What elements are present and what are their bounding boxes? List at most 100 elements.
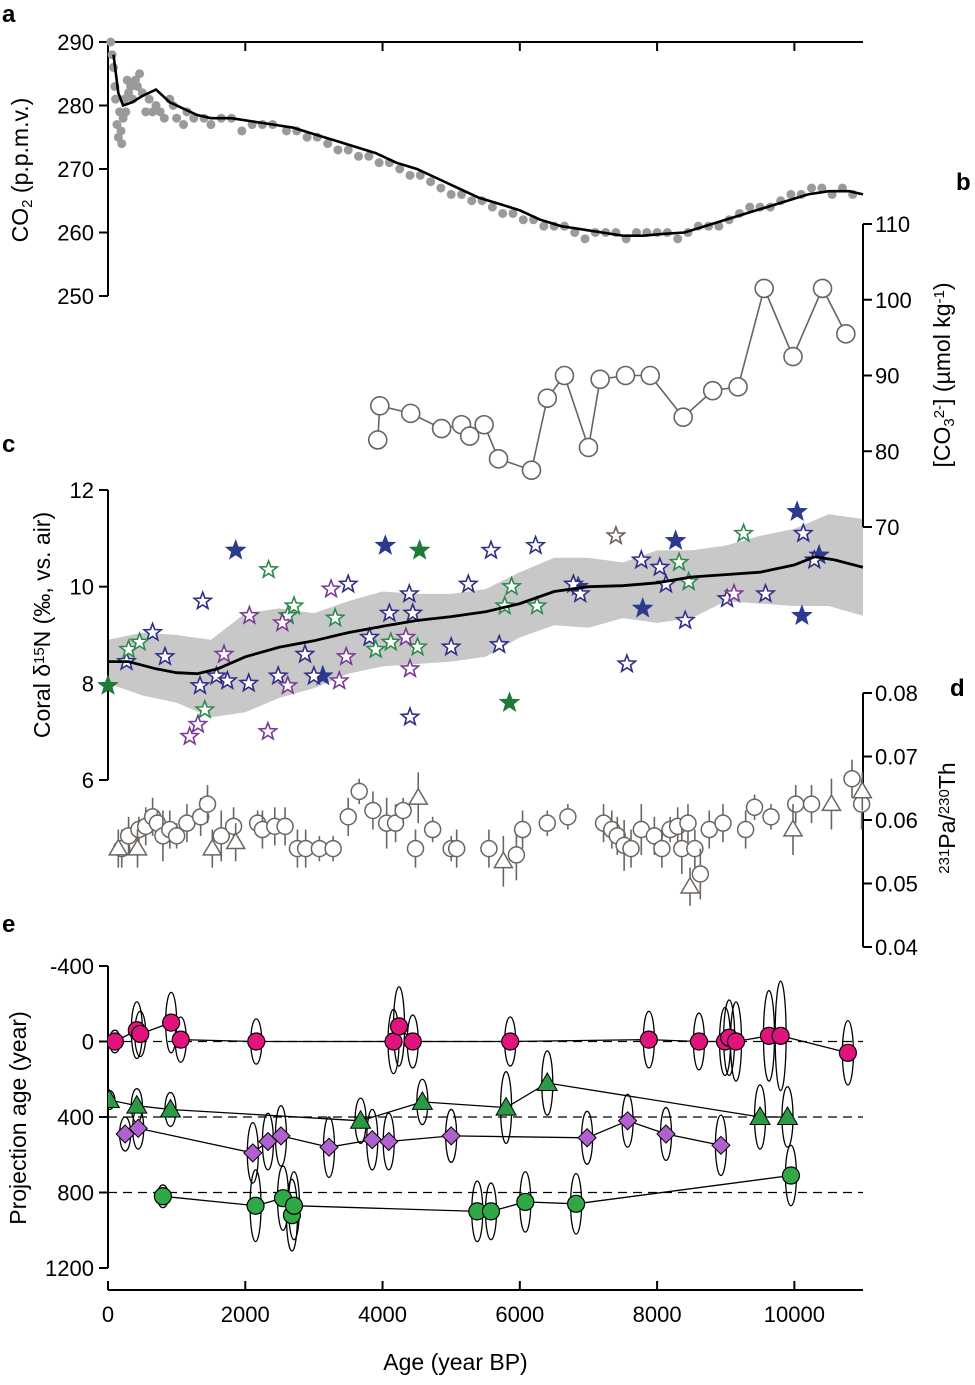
panel-c-star-point (480, 539, 502, 560)
panel-c-star-point (378, 602, 401, 623)
panel-d-y-tick-label: 0.07 (875, 745, 918, 770)
panel-c-uncertainty-band (108, 514, 863, 718)
panel-a-co2-point (107, 50, 117, 60)
panel-d-circle-point (276, 817, 294, 836)
panel-c-star-point (303, 664, 325, 686)
panel-d-y-tick-label: 0.05 (875, 872, 918, 897)
panel-a-co2-point (151, 101, 161, 110)
panel-d-circle-point (212, 827, 230, 845)
panel-d-circle-point (802, 795, 821, 813)
panel-b-co3-point (400, 403, 421, 424)
panel-c-star-point (192, 589, 214, 611)
panel-c-star-point (283, 594, 305, 616)
panel-a-co2-spline (112, 54, 864, 237)
panel-c-star-point (398, 582, 421, 604)
panel-a-co2-point (323, 139, 333, 149)
panel-a-co2-point (395, 164, 405, 174)
panel-c-star-point (97, 674, 119, 695)
panel-b-co3-point (812, 278, 833, 299)
panel-e-circle-point (838, 1043, 858, 1062)
panel-c-star-point (630, 548, 653, 570)
panel-a-y-tick-label: 280 (57, 94, 94, 119)
panel-d-circle-point (224, 817, 243, 836)
panel-c-y-tick-label: 12 (70, 478, 94, 503)
panel-e-circle-point (481, 1202, 501, 1221)
panel-e-y-tick-label: 0 (82, 1030, 94, 1055)
panel-a-co2-point (172, 113, 182, 123)
panel-e-y-title-part: Projection age (year) (5, 1011, 31, 1225)
panel-d-triangle-point (225, 831, 246, 850)
panel-c-star-point (399, 657, 421, 678)
panel-b-co3-point (369, 395, 390, 416)
panel-d-circle-point (198, 795, 217, 813)
panel-d-circle-point (350, 782, 368, 801)
marks-layer (97, 37, 873, 1252)
panel-b-y-title-part: ] (µmol kg (929, 304, 955, 405)
panel-d-triangle-point (127, 838, 148, 856)
panel-c-star-point (271, 611, 294, 633)
panel-d-y-title-part: Pa/ (934, 814, 960, 849)
panel-letter-b: b (956, 169, 971, 196)
panel-a-co2-point (116, 126, 126, 136)
panel-a-y-title-part: CO (7, 208, 33, 243)
panel-a-co2-point (155, 107, 165, 117)
panel-c-star-point (178, 725, 201, 746)
panel-e-circle-point (284, 1196, 304, 1215)
panel-e-diamond-point (656, 1124, 676, 1144)
panel-c-star-point (213, 642, 235, 664)
panel-a-co2-point (121, 107, 131, 117)
panel-e-diamond-point (243, 1143, 263, 1163)
panel-e-circle-point (246, 1196, 265, 1215)
panel-d-circle-point (364, 801, 382, 820)
panel-b-co3-point (728, 377, 748, 397)
panel-b-y-tick-label: 80 (875, 439, 899, 464)
panel-c-star-point (440, 635, 462, 657)
panel-a-co2-point (745, 202, 755, 212)
panel-a-co2-point (446, 189, 456, 199)
panel-e-triangle-point (776, 1105, 799, 1125)
panel-e-triangle-point (411, 1090, 434, 1110)
panel-c-star-point (277, 674, 299, 695)
panel-a-co2-point (374, 158, 384, 168)
panel-c-star-point (488, 633, 510, 654)
panel-e-circle-point (403, 1032, 422, 1051)
panel-c-star-point (328, 669, 351, 691)
panel-a-co2-point (111, 94, 121, 104)
panel-d-circle-point (679, 814, 697, 832)
panel-e-diamond-point (441, 1126, 461, 1146)
panel-b-co3-point (578, 437, 599, 458)
panel-d-circle-point (507, 846, 526, 864)
panel-a-y-tick-label: 250 (57, 284, 94, 309)
panel-a-y-tick-label: 290 (57, 30, 94, 55)
panel-a-co2-point (206, 120, 216, 130)
panel-e-triangle-point (125, 1094, 148, 1114)
panel-c-star-point (257, 720, 279, 741)
panel-c-star-point (631, 596, 654, 618)
panel-a-co2-point (343, 145, 353, 155)
panel-a-co2-point (580, 234, 590, 244)
panel-a-y-title-part: 2 (19, 199, 36, 207)
panel-c-star-point (380, 631, 402, 652)
labels-layer: 250 260 270 280 290 70 80 90 100 110 6 8 10 12 0.04 0.0… (5, 30, 960, 1375)
panel-e-circle-point (153, 1187, 173, 1206)
panel-c-star-point (723, 582, 745, 604)
panel-c-star-point (792, 522, 814, 543)
panel-c-star-point (364, 638, 387, 659)
panel-a-y-title: CO2 (p.p.m.v.) (7, 98, 36, 243)
panel-e-triangle-point (349, 1109, 372, 1129)
x-axis-title: Age (year BP) (383, 1349, 527, 1375)
panel-d-circle-point (538, 814, 557, 832)
panel-a-co2-point (570, 228, 580, 237)
panel-c-star-point (237, 671, 260, 693)
panel-e-circle-point (131, 1024, 150, 1044)
panel-a-co2-point (106, 37, 116, 47)
panel-e-y-title: Projection age (year) (5, 1011, 31, 1225)
panel-a-co2-point (126, 81, 136, 91)
panel-e-triangle-point (536, 1072, 559, 1092)
panel-c-star-point (238, 604, 261, 625)
panel-d-circle-point (447, 839, 466, 858)
panel-c-y-title-part: Coral δ (29, 664, 55, 738)
panel-d-circle-point (843, 769, 861, 788)
panel-b-y-tick-label: 70 (875, 515, 899, 540)
